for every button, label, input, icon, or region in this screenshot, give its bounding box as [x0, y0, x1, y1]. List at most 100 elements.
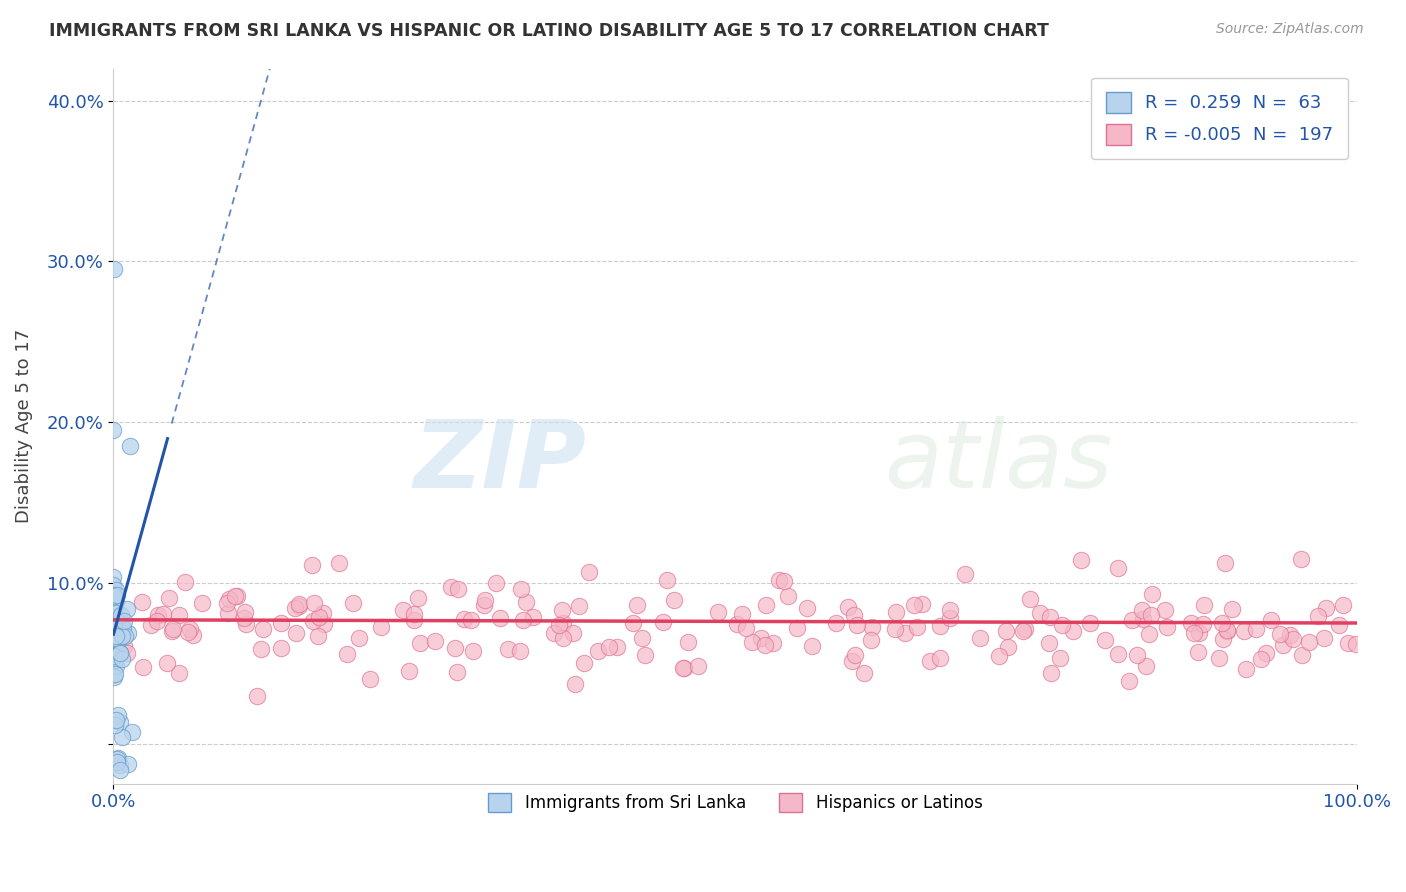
Point — [1306, 609, 1329, 624]
Point — [1052, 617, 1074, 632]
Point — [110, 608, 132, 623]
Point — [391, 603, 413, 617]
Point — [105, 583, 128, 598]
Point — [176, 624, 198, 639]
Point — [359, 673, 381, 687]
Point — [586, 644, 609, 658]
Point — [235, 617, 257, 632]
Point — [1192, 599, 1215, 613]
Point — [398, 664, 420, 678]
Point — [103, 590, 125, 604]
Point — [226, 589, 249, 603]
Point — [472, 598, 495, 612]
Point — [929, 651, 952, 665]
Point — [1142, 587, 1164, 601]
Point — [664, 593, 686, 607]
Point — [730, 607, 752, 621]
Point — [741, 634, 763, 648]
Point — [104, 626, 127, 640]
Point — [1315, 600, 1337, 615]
Point — [751, 632, 773, 646]
Point — [1298, 635, 1320, 649]
Point — [686, 658, 709, 673]
Point — [894, 626, 917, 640]
Point — [446, 665, 468, 679]
Point — [104, 658, 127, 673]
Point — [672, 661, 695, 675]
Point — [103, 670, 125, 684]
Point — [103, 622, 125, 636]
Point — [104, 717, 127, 731]
Point — [103, 615, 125, 629]
Point — [1107, 647, 1129, 661]
Point — [146, 608, 169, 623]
Point — [911, 598, 934, 612]
Point — [562, 626, 585, 640]
Point — [114, 614, 136, 628]
Point — [1039, 609, 1062, 624]
Point — [1187, 645, 1209, 659]
Point — [1234, 662, 1257, 676]
Point — [633, 648, 655, 662]
Point — [117, 626, 139, 640]
Point — [111, 629, 134, 643]
Point — [1014, 622, 1036, 636]
Point — [103, 570, 125, 584]
Point — [1182, 626, 1205, 640]
Point — [108, 764, 131, 778]
Point — [1291, 648, 1313, 663]
Legend: Immigrants from Sri Lanka, Hispanics or Latinos: Immigrants from Sri Lanka, Hispanics or … — [474, 780, 995, 825]
Point — [402, 613, 425, 627]
Point — [755, 598, 778, 612]
Point — [671, 661, 693, 675]
Point — [181, 628, 204, 642]
Point — [510, 582, 533, 596]
Point — [447, 582, 470, 596]
Text: Source: ZipAtlas.com: Source: ZipAtlas.com — [1216, 22, 1364, 37]
Point — [167, 666, 190, 681]
Point — [191, 595, 214, 609]
Point — [1132, 612, 1154, 626]
Point — [1118, 673, 1140, 688]
Point — [105, 595, 128, 609]
Point — [1233, 624, 1256, 639]
Point — [1107, 561, 1129, 575]
Point — [678, 635, 700, 649]
Point — [107, 612, 129, 626]
Point — [1140, 608, 1163, 623]
Point — [252, 622, 274, 636]
Point — [141, 617, 163, 632]
Point — [846, 618, 869, 632]
Point — [918, 654, 941, 668]
Point — [1279, 627, 1302, 641]
Point — [146, 615, 169, 629]
Point — [762, 636, 785, 650]
Point — [440, 580, 463, 594]
Point — [1260, 613, 1282, 627]
Y-axis label: Disability Age 5 to 17: Disability Age 5 to 17 — [15, 329, 32, 524]
Point — [103, 667, 125, 681]
Point — [1244, 622, 1267, 636]
Point — [621, 615, 644, 630]
Point — [215, 596, 238, 610]
Point — [104, 631, 127, 645]
Point — [131, 594, 153, 608]
Point — [844, 648, 866, 662]
Point — [460, 613, 482, 627]
Point — [1337, 636, 1360, 650]
Text: IMMIGRANTS FROM SRI LANKA VS HISPANIC OR LATINO DISABILITY AGE 5 TO 17 CORRELATI: IMMIGRANTS FROM SRI LANKA VS HISPANIC OR… — [49, 22, 1049, 40]
Point — [328, 556, 350, 570]
Point — [218, 591, 240, 606]
Point — [232, 611, 254, 625]
Point — [824, 615, 846, 630]
Point — [1215, 557, 1237, 571]
Point — [103, 627, 125, 641]
Point — [347, 631, 370, 645]
Point — [1268, 627, 1291, 641]
Point — [103, 618, 125, 632]
Point — [103, 578, 125, 592]
Point — [860, 620, 883, 634]
Point — [844, 608, 866, 623]
Point — [522, 610, 544, 624]
Point — [706, 605, 728, 619]
